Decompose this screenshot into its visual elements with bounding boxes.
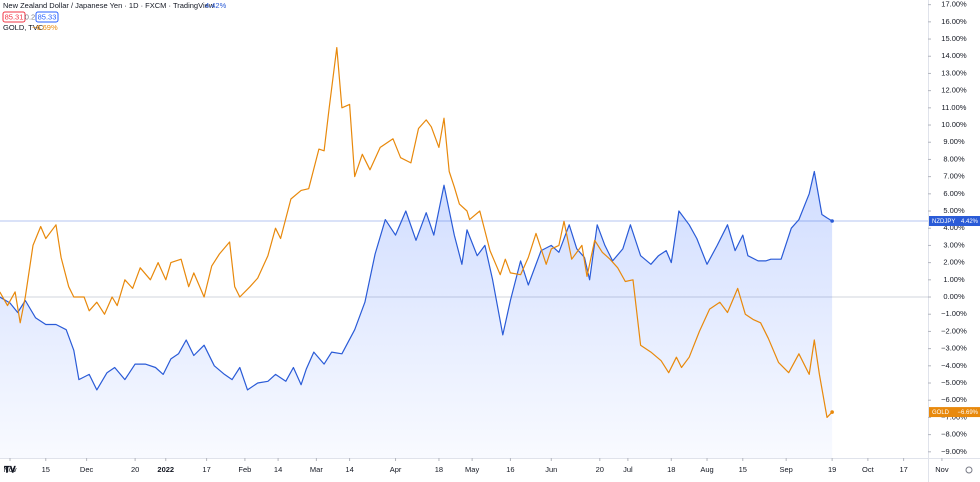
- y-tick-label: −5.00%: [941, 378, 967, 387]
- x-tick-label: Mar: [310, 465, 323, 474]
- x-tick-label: 20: [131, 465, 139, 474]
- logo: 𝐓𝐕: [4, 464, 17, 474]
- line: [0, 170, 833, 391]
- x-tick-label: Dec: [80, 465, 94, 474]
- chart-title: New Zealand Dollar / Japanese Yen · 1D ·…: [3, 1, 215, 10]
- y-tick-label: 9.00%: [943, 137, 965, 146]
- x-tick-label: 17: [202, 465, 210, 474]
- x-tick-label: May: [465, 465, 479, 474]
- y-tick-label: −2.00%: [941, 326, 967, 335]
- y-tick-label: −4.00%: [941, 361, 967, 370]
- y-tick-label: −3.00%: [941, 344, 967, 353]
- y-tick-label: −9.00%: [941, 447, 967, 456]
- x-tick-label: 16: [506, 465, 514, 474]
- settings-icon[interactable]: [965, 466, 973, 474]
- x-tick-label: 18: [667, 465, 675, 474]
- x-tick-label: Aug: [700, 465, 713, 474]
- bid[interactable]: 85.31: [5, 12, 24, 21]
- y-tick-label: 17.00%: [941, 0, 967, 9]
- price-badge: [929, 407, 980, 418]
- y-tick-label: 1.00%: [943, 275, 965, 284]
- x-tick-label: Nov: [935, 465, 949, 474]
- y-tick-label: 0.00%: [943, 292, 965, 301]
- header-change: 4.42%: [205, 1, 227, 10]
- legend-change: −6.69%: [32, 23, 58, 32]
- badge-symbol: GOLD: [932, 410, 950, 416]
- x-tick-label: Apr: [390, 465, 402, 474]
- x-tick-label: 17: [899, 465, 907, 474]
- line: [0, 47, 833, 418]
- bid-button[interactable]: [2, 11, 26, 23]
- x-tick-label: Sep: [779, 465, 792, 474]
- y-tick-label: 15.00%: [941, 34, 967, 43]
- ask-button[interactable]: [35, 11, 59, 23]
- ask[interactable]: 85.33: [38, 12, 57, 21]
- y-tick-label: 13.00%: [941, 68, 967, 77]
- x-tick-label: 19: [828, 465, 836, 474]
- y-tick-label: 12.00%: [941, 86, 967, 95]
- last-point: [830, 219, 834, 223]
- x-tick-label: Jun: [545, 465, 557, 474]
- x-tick-label: 18: [435, 465, 443, 474]
- y-tick-label: −6.00%: [941, 395, 967, 404]
- x-tick-label: 20: [596, 465, 604, 474]
- badge-symbol: NZDJPY: [932, 219, 955, 225]
- y-tick-label: 7.00%: [943, 172, 965, 181]
- x-tick-label: 14: [274, 465, 282, 474]
- price-badge: [929, 216, 980, 227]
- legend-gold: GOLD, TVC: [3, 23, 44, 32]
- y-tick-label: 3.00%: [943, 240, 965, 249]
- y-tick-label: 6.00%: [943, 189, 965, 198]
- y-tick-label: 14.00%: [941, 51, 967, 60]
- x-tick-label: 15: [42, 465, 50, 474]
- y-tick-label: −1.00%: [941, 309, 967, 318]
- y-tick-label: 16.00%: [941, 17, 967, 26]
- x-tick-label: Oct: [862, 465, 875, 474]
- area: [0, 171, 833, 458]
- x-tick-label: Jul: [623, 465, 633, 474]
- y-tick-label: 11.00%: [942, 103, 967, 112]
- y-tick-label: −8.00%: [941, 430, 967, 439]
- spread: 0.2: [25, 12, 35, 21]
- y-tick-label: 5.00%: [943, 206, 965, 215]
- plot: [0, 47, 928, 458]
- x-tick-label: 14: [345, 465, 353, 474]
- x-tick-label: 2022: [157, 465, 174, 474]
- badge-change: 4.42%: [961, 219, 979, 225]
- y-tick-label: 8.00%: [943, 154, 965, 163]
- badge-change: −6.69%: [957, 410, 978, 416]
- y-tick-label: 2.00%: [943, 258, 965, 267]
- x-tick-label: 15: [739, 465, 747, 474]
- x-tick-label: Feb: [238, 465, 251, 474]
- y-tick-label: 4.00%: [943, 223, 965, 232]
- y-tick-label: 10.00%: [941, 120, 967, 129]
- x-tick-label: Nov: [3, 465, 17, 474]
- last-point: [830, 410, 834, 414]
